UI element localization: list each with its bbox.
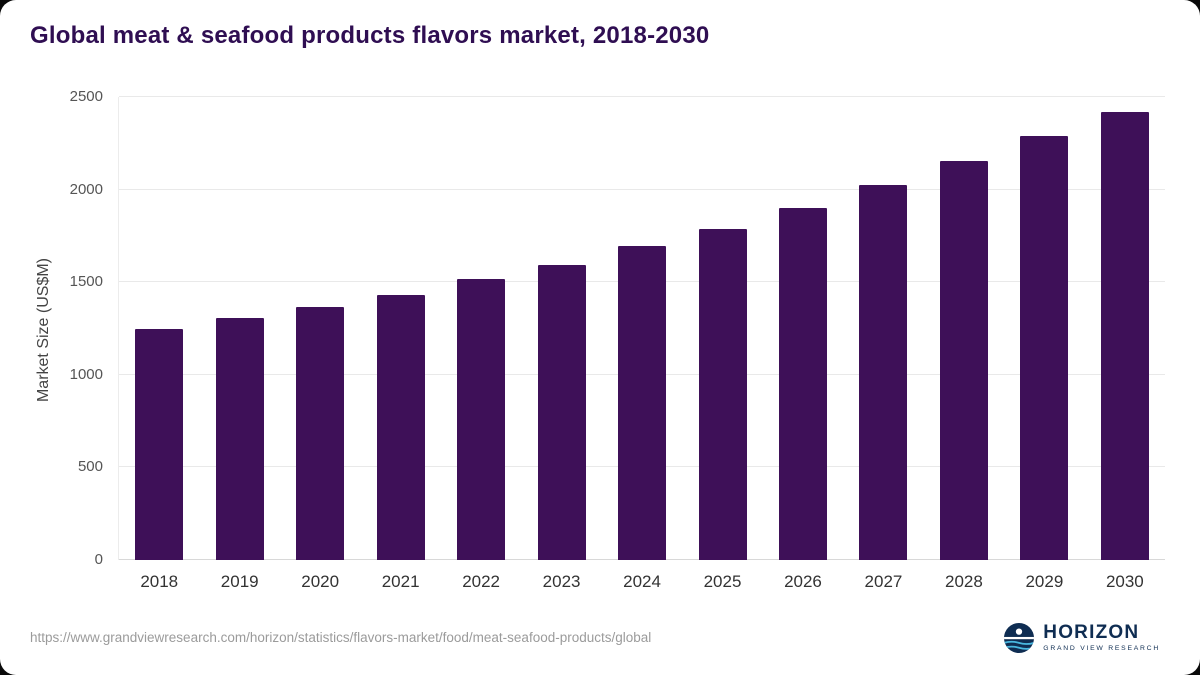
bar-group: 2020 [280, 97, 360, 591]
y-tick-label: 0 [94, 551, 103, 568]
logo-subtitle: GRAND VIEW RESEARCH [1043, 645, 1160, 652]
bar-group: 2023 [521, 97, 601, 591]
bar-group: 2021 [360, 97, 440, 591]
logo-title: HORIZON [1043, 622, 1140, 643]
x-tick-label: 2029 [1025, 572, 1064, 591]
y-tick-label: 1000 [69, 365, 103, 383]
bar-series: 2018 2019 2020 2021 2022 2023 2024 2025 2026 2027… [119, 97, 1165, 591]
source-url: https://www.grandviewresearch.com/horizo… [30, 630, 652, 645]
x-tick-label: 2022 [462, 572, 501, 591]
bar [215, 318, 264, 560]
y-axis-tick-labels: 0 500 1000 1500 2000 2500 [43, 89, 103, 568]
bar [1020, 135, 1069, 560]
horizon-logo-icon [1004, 623, 1035, 653]
bar-group: 2018 [119, 97, 199, 591]
bar [618, 246, 667, 560]
horizon-logo: HORIZON GRAND VIEW RESEARCH [1004, 623, 1160, 653]
x-tick-label: 2021 [381, 572, 420, 591]
bar [457, 279, 506, 560]
bar-group: 2019 [199, 97, 279, 591]
y-tick-label: 500 [77, 458, 103, 476]
x-tick-label: 2028 [945, 572, 983, 591]
bar [698, 228, 747, 560]
logo-text: HORIZON GRAND VIEW RESEARCH [1043, 623, 1160, 653]
x-tick-label: 2024 [623, 572, 661, 591]
bar [778, 208, 827, 560]
bar-group: 2028 [924, 97, 1004, 591]
bar [537, 264, 586, 560]
bar-chart-plot-area: 0 500 1000 1500 2000 2500 2018 2019 2020 2021 202… [70, 89, 1165, 591]
bar-group: 2027 [843, 97, 923, 591]
bar-group: 2029 [1004, 97, 1084, 591]
bar [135, 328, 184, 560]
gridline [119, 188, 1165, 190]
y-tick-label: 2000 [69, 180, 103, 198]
bar [1100, 111, 1149, 560]
x-tick-label: 2027 [864, 572, 903, 591]
bar-group: 2026 [763, 97, 843, 591]
bar [296, 307, 345, 560]
bar [376, 295, 425, 560]
bar-group: 2022 [441, 97, 521, 591]
bar-group: 2024 [602, 97, 682, 591]
x-tick-label: 2026 [784, 572, 822, 591]
gridline [119, 96, 1165, 97]
x-tick-label: 2023 [542, 572, 581, 591]
y-tick-label: 2500 [69, 88, 103, 105]
x-tick-label: 2019 [220, 572, 259, 591]
bar [939, 160, 988, 560]
x-tick-label: 2018 [140, 572, 179, 591]
page-title: Global meat & seafood products flavors m… [30, 22, 710, 49]
x-tick-label: 2020 [301, 572, 340, 591]
y-tick-label: 1500 [69, 273, 103, 291]
bar-group: 2025 [682, 97, 762, 591]
bar-group: 2030 [1085, 97, 1165, 591]
x-tick-label: 2030 [1105, 572, 1144, 591]
bar [859, 184, 908, 560]
x-tick-label: 2025 [703, 572, 742, 591]
